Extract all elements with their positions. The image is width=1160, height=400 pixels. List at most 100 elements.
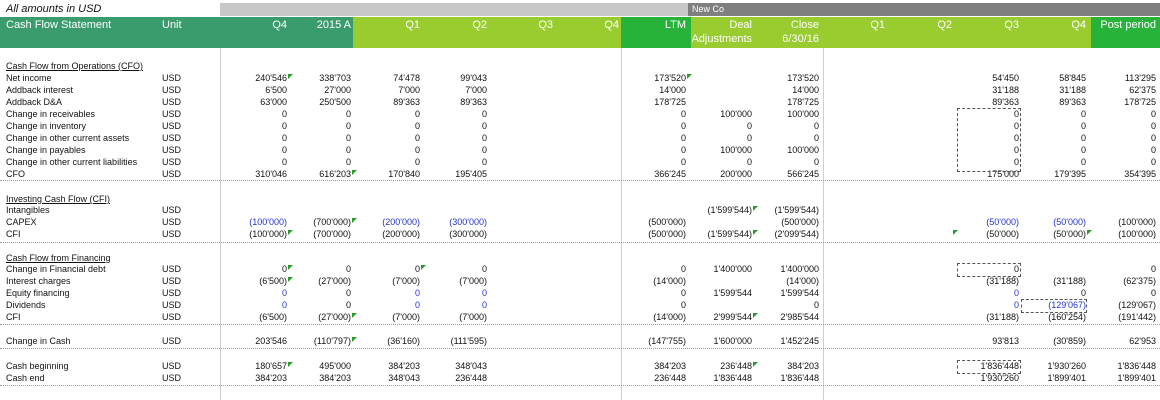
value-cell: 0 [813, 157, 819, 167]
value-cell: 0 [281, 145, 287, 155]
value-cell: 495'000 [319, 361, 351, 371]
value-cell: (50'000) [986, 229, 1019, 239]
value-cell: 100'000 [720, 145, 752, 155]
column-separator [220, 48, 221, 400]
value-cell: 2'985'544 [780, 312, 819, 322]
value-cell: 384'203 [255, 373, 287, 383]
value-cell: 0 [1150, 121, 1156, 131]
value-cell: 0 [414, 288, 420, 298]
value-cell: (2'099'544) [774, 229, 819, 239]
value-cell: 203'546 [255, 336, 287, 346]
header-bg-newco [823, 17, 1091, 48]
value-cell: 1'400'000 [780, 264, 819, 274]
value-cell: 0 [680, 109, 686, 119]
value-cell: 310'046 [255, 169, 287, 179]
header-deal-line2: Adjustments [691, 33, 752, 45]
value-cell: 0 [1013, 133, 1019, 143]
header-bg-quarters [353, 17, 621, 48]
value-cell: (14'000) [653, 276, 686, 286]
value-cell: 0 [1080, 121, 1086, 131]
row-unit: USD [162, 157, 182, 167]
value-cell: (129'067) [1048, 300, 1086, 310]
value-cell: 100'000 [787, 109, 819, 119]
header-col-11: Q3 [1004, 19, 1019, 31]
row-label: Addback interest [6, 85, 74, 95]
value-cell: (500'000) [781, 217, 819, 227]
value-cell: 0 [414, 145, 420, 155]
value-cell: 0 [281, 288, 287, 298]
row-unit: USD [162, 97, 182, 107]
value-cell: (1'599'544) [774, 205, 819, 215]
row-unit: USD [162, 300, 182, 310]
row-unit: USD [162, 109, 182, 119]
formula-flag [421, 265, 426, 270]
header-col-7: Deal [729, 19, 752, 31]
value-cell: 0 [680, 264, 686, 274]
header-col-2: Q1 [405, 19, 420, 31]
value-cell: 27'000 [324, 85, 351, 95]
row-unit: USD [162, 229, 182, 239]
value-cell: 89'363 [1059, 97, 1086, 107]
value-cell: 31'188 [1059, 85, 1086, 95]
value-cell: (6'500) [259, 276, 287, 286]
value-cell: (50'000) [1053, 217, 1086, 227]
value-cell: 175'000 [987, 169, 1019, 179]
value-cell: 100'000 [787, 145, 819, 155]
header-col-0: Q4 [272, 19, 287, 31]
row-unit: USD [162, 217, 182, 227]
header-bg-q [287, 17, 353, 48]
value-cell: 0 [680, 145, 686, 155]
value-cell: 0 [345, 121, 351, 131]
value-cell: 0 [1013, 109, 1019, 119]
row-unit: USD [162, 169, 182, 179]
value-cell: 179'395 [1054, 169, 1086, 179]
formula-flag [288, 265, 293, 270]
value-cell: 7'000 [398, 85, 420, 95]
value-cell: 0 [481, 264, 487, 274]
new-co-band [688, 3, 1160, 16]
value-cell: 0 [481, 109, 487, 119]
value-cell: 0 [414, 264, 420, 274]
row-label: Net income [6, 73, 52, 83]
header-col-8: Close [790, 19, 819, 31]
value-cell: 0 [481, 133, 487, 143]
row-label: Cash beginning [6, 361, 69, 371]
value-cell: 0 [1013, 300, 1019, 310]
value-cell: 0 [345, 133, 351, 143]
value-cell: 14'000 [792, 85, 819, 95]
value-cell: 240'546 [255, 73, 287, 83]
header-title: Cash Flow Statement [6, 19, 112, 31]
header-bg-deal [691, 17, 761, 48]
value-cell: 0 [345, 145, 351, 155]
value-cell: 0 [746, 157, 752, 167]
value-cell: (50'000) [1053, 229, 1086, 239]
row-label: Change in inventory [6, 121, 87, 131]
value-cell: 0 [481, 145, 487, 155]
value-cell: 31'188 [992, 85, 1019, 95]
header-col-9: Q1 [870, 19, 885, 31]
formula-flag [288, 74, 293, 79]
formula-flag [352, 170, 357, 175]
value-cell: 7'000 [465, 85, 487, 95]
header-unit: Unit [162, 19, 182, 31]
value-cell: 1'836'448 [1117, 361, 1156, 371]
value-cell: (1'599'544) [707, 229, 752, 239]
value-cell: (7'000) [392, 276, 420, 286]
value-cell: 0 [680, 121, 686, 131]
value-cell: 0 [1150, 288, 1156, 298]
row-label: Change in Cash [6, 336, 71, 346]
row-label: Change in other current assets [6, 133, 130, 143]
value-cell: 0 [680, 157, 686, 167]
value-cell: 0 [1080, 145, 1086, 155]
value-cell: 384'203 [388, 361, 420, 371]
row-label: Interest charges [6, 276, 71, 286]
value-cell: 0 [414, 300, 420, 310]
value-cell: (500'000) [648, 229, 686, 239]
value-cell: (27'000) [318, 312, 351, 322]
row-label: Change in payables [6, 145, 86, 155]
value-cell: 1'899'401 [1117, 373, 1156, 383]
selection-box [957, 263, 1021, 277]
formula-flag [352, 337, 357, 342]
row-label: CFI [6, 312, 21, 322]
value-cell: 0 [680, 133, 686, 143]
